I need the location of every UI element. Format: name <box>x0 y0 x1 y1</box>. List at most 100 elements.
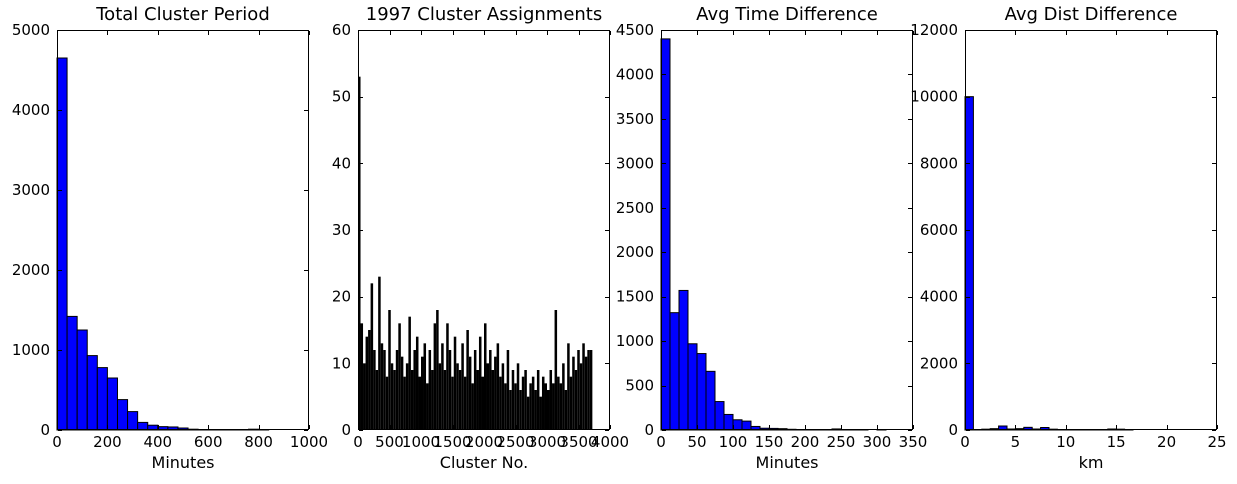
histogram-bar <box>373 350 376 430</box>
x-tick-label: 1500 <box>433 433 471 451</box>
y-tick-label: 2000 <box>616 243 654 261</box>
histogram-bar <box>554 310 558 430</box>
histogram-bar <box>669 312 680 431</box>
histogram-bar <box>544 383 547 430</box>
histogram-bar <box>557 376 560 430</box>
histogram-bar <box>76 329 88 431</box>
histogram-bar <box>582 343 585 430</box>
y-tick-label: 4500 <box>616 21 654 39</box>
histogram-bar <box>562 363 565 430</box>
x-tick-label: 50 <box>687 433 706 451</box>
x-tick-label: 3000 <box>528 433 566 451</box>
histogram-bar <box>375 370 379 430</box>
histogram-bar <box>714 401 725 431</box>
histogram-bar <box>552 383 555 430</box>
histogram-bar <box>461 343 464 430</box>
histogram-bar <box>519 390 522 430</box>
x-tick-label: 25 <box>1207 433 1226 451</box>
x-tick-label: 500 <box>375 433 404 451</box>
histogram-bar <box>360 323 364 430</box>
axes-spines <box>57 30 309 430</box>
subplot-avg-dist-difference: Avg Dist Difference 0 5 10 15 20 25 0 2000 4000 6… <box>910 0 1226 484</box>
y-tick-label: 40 <box>332 154 351 172</box>
y-tick-label: 12000 <box>910 21 958 39</box>
histogram-bar <box>370 283 374 430</box>
histogram-bar <box>368 330 371 430</box>
histogram-bar <box>577 350 580 430</box>
subplot-avg-time-difference: Avg Time Difference 0 50 100 150 200 250 300 35… <box>616 0 928 484</box>
x-tick-label: 100 <box>719 433 748 451</box>
histogram-bar <box>56 57 68 431</box>
histogram-bar <box>421 356 424 430</box>
histogram-bar <box>584 356 588 430</box>
x-axis-label: km <box>1078 453 1104 472</box>
y-tick-label: 4000 <box>616 65 654 83</box>
histogram-bar <box>358 76 361 430</box>
histogram-bar <box>514 383 517 430</box>
histogram-bar <box>86 355 98 431</box>
y-tick-label: 0 <box>948 421 958 439</box>
histogram-bar <box>486 363 490 430</box>
axes-spines <box>661 30 913 430</box>
x-tick-label: 1000 <box>290 433 328 451</box>
y-tick-label: 2000 <box>12 261 50 279</box>
y-tick-label: 4000 <box>920 288 958 306</box>
y-tick-label: 0 <box>341 421 351 439</box>
histogram-bar <box>559 383 563 430</box>
histogram-bar <box>363 363 366 430</box>
histogram-bar <box>468 356 472 430</box>
y-tick-label: 2000 <box>920 354 958 372</box>
histogram-bar <box>390 363 394 430</box>
chart-title: 1997 Cluster Assignments <box>365 4 603 25</box>
histogram-bar <box>383 350 386 430</box>
y-tick-label: 3500 <box>616 110 654 128</box>
x-tick-label: 5 <box>1011 433 1021 451</box>
histogram-bar <box>481 376 484 430</box>
histogram-bar <box>446 323 449 430</box>
histogram-bar <box>549 370 553 430</box>
histogram-bar <box>127 411 139 431</box>
histogram-bar <box>499 376 502 430</box>
x-tick-label: 15 <box>1107 433 1126 451</box>
x-tick-label: 250 <box>827 433 856 451</box>
histogram-bar <box>541 376 545 430</box>
histogram-bar <box>660 38 671 431</box>
y-tick-label: 1500 <box>616 288 654 306</box>
x-tick-label: 400 <box>143 433 172 451</box>
y-tick-label: 0 <box>644 421 654 439</box>
histogram-bar <box>478 336 482 430</box>
histogram-bar <box>443 370 447 430</box>
histogram-bar <box>388 310 391 430</box>
histogram-bar <box>403 376 406 430</box>
histogram-bar <box>436 310 439 430</box>
histogram-bar <box>579 363 583 430</box>
histogram-bar <box>516 363 520 430</box>
histogram-bar <box>365 336 369 430</box>
histogram-bar <box>426 383 429 430</box>
histogram-bar <box>529 383 532 430</box>
histogram-bar <box>463 376 467 430</box>
x-tick-label: 0 <box>353 433 363 451</box>
y-tick-label: 1000 <box>616 332 654 350</box>
subplot-total-cluster-period: Total Cluster Period 0 200 400 600 800 1000 0 1… <box>12 0 328 484</box>
histogram-bar <box>413 350 416 430</box>
histogram-bar <box>524 370 527 430</box>
histogram-bar <box>526 396 530 430</box>
histogram-bar <box>408 316 411 430</box>
plot-area: 0 200 400 600 800 1000 0 1000 2000 3000 4000 5000 <box>12 21 328 451</box>
histogram-bar <box>385 376 389 430</box>
histogram-bar <box>137 421 149 431</box>
y-tick-label: 8000 <box>920 154 958 172</box>
axes-spines <box>965 30 1217 430</box>
histogram-bar <box>564 390 568 430</box>
histogram-bar <box>574 370 578 430</box>
histogram-bar <box>438 363 442 430</box>
histogram-bar <box>587 350 590 430</box>
y-tick-label: 3000 <box>616 154 654 172</box>
histogram-bar <box>428 350 432 430</box>
histogram-bar <box>496 343 500 430</box>
histogram-bar <box>494 356 497 430</box>
histogram-bar <box>484 323 487 430</box>
histogram-bar <box>398 323 401 430</box>
